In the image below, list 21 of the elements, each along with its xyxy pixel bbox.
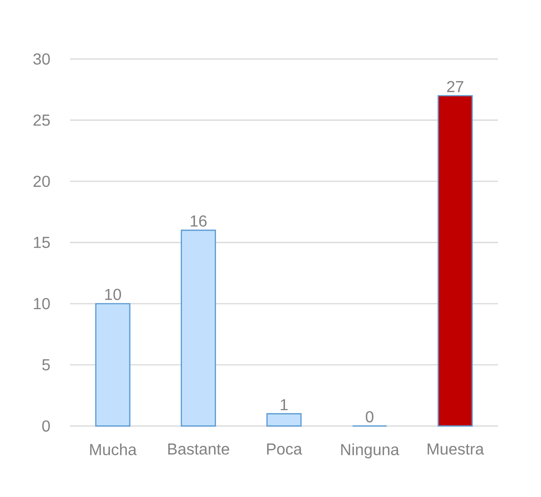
bar [95, 303, 130, 427]
bar [180, 230, 216, 427]
y-tick-label: 20 [34, 176, 50, 187]
y-tick-label: 25 [34, 114, 50, 126]
bar [266, 413, 302, 427]
x-tick-label: Muestra [428, 444, 484, 455]
data-label: 1 [280, 399, 288, 410]
x-tick-label: Poca [267, 444, 302, 455]
x-tick-label: Bastante [168, 444, 230, 455]
y-tick-label: 5 [42, 359, 50, 370]
data-label: 10 [105, 288, 122, 300]
data-label: 27 [447, 80, 464, 92]
x-tick-label: Ninguna [341, 444, 400, 458]
data-label: 16 [190, 215, 207, 227]
y-tick-label: 0 [42, 420, 50, 432]
y-tick-label: 15 [34, 236, 50, 248]
data-label: 0 [366, 411, 374, 422]
y-tick-label: 10 [34, 298, 50, 310]
x-tick-label: Mucha [90, 444, 137, 456]
bar [438, 95, 473, 427]
y-tick-label: 30 [33, 53, 50, 65]
